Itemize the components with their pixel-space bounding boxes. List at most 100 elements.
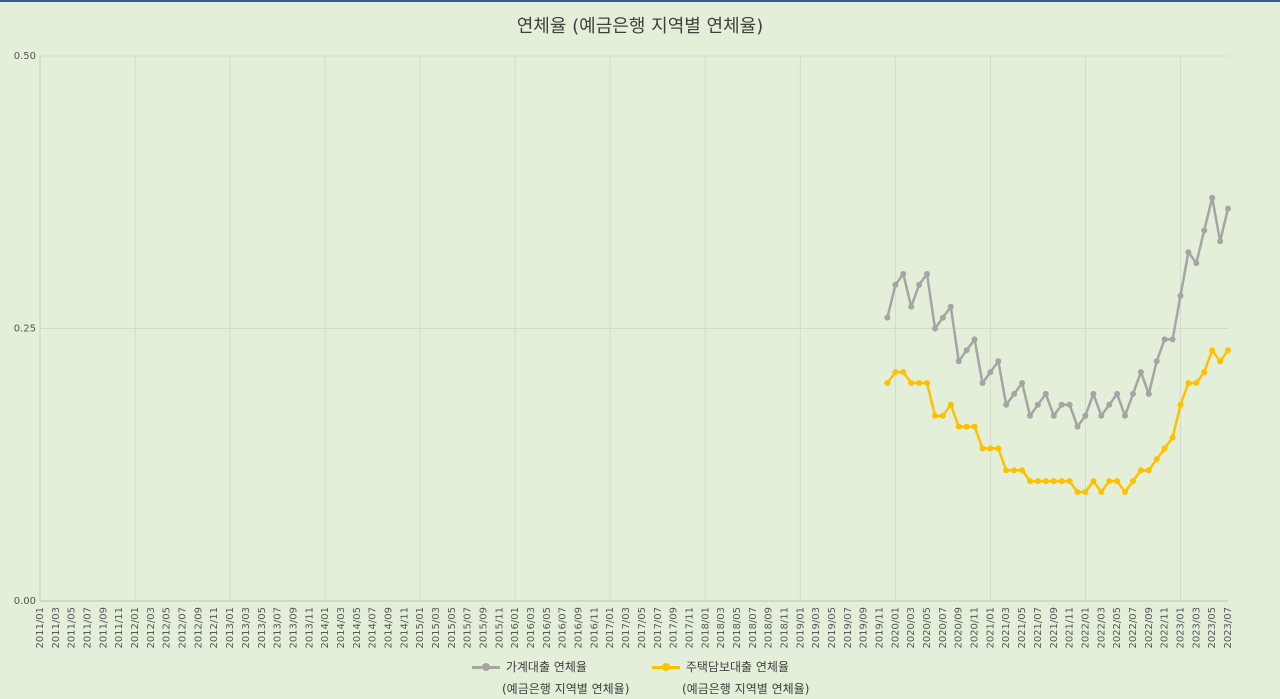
x-tick-label: 2015/07 [463,607,474,649]
x-tick-label: 2011/09 [98,607,109,649]
data-point [995,358,1002,365]
series-line-1 [886,349,1230,494]
x-tick-label: 2013/05 [257,607,268,649]
data-point [1114,390,1121,397]
data-point [1027,412,1033,419]
data-point [924,271,930,277]
data-point [1027,478,1033,485]
data-point [1034,401,1041,408]
y-tick-label: 0.25 [14,324,36,335]
y-tick-label: 0.50 [14,51,36,62]
line-chart: 0.00 0.25 0.50 2011/01 2011/03 2011/05 2011/07… [14,51,1234,649]
x-tick-label: 2015/01 [415,607,426,649]
x-tick-label: 2019/11 [875,607,886,649]
data-point [1011,467,1018,474]
x-tick-label: 2017/01 [605,607,616,649]
data-point [1217,238,1224,245]
data-point [1217,358,1224,365]
data-point [1209,194,1216,201]
data-point [1011,390,1018,397]
x-tick-label: 2013/03 [241,607,252,649]
data-point [892,369,899,376]
data-point [1122,412,1128,419]
x-tick-label: 2022/07 [1128,607,1139,649]
legend-item-household: 가계대출 연체율 [472,658,587,675]
data-point [884,380,891,386]
x-tick-label: 2020/05 [922,607,933,649]
data-point [1090,478,1097,485]
x-tick-label: 2016/05 [542,607,553,649]
data-point [1201,369,1208,376]
x-tick-label: 2016/03 [526,607,537,649]
data-point [1042,478,1049,485]
x-tick-label: 2018/11 [779,607,790,649]
x-tick-label: 2019/07 [843,607,854,649]
data-point [1074,423,1081,430]
data-point [916,380,923,386]
data-point [1066,478,1073,485]
data-point [1177,401,1184,408]
x-tick-label: 2017/11 [684,607,695,649]
x-tick-label: 2013/01 [225,607,236,649]
data-point [1042,390,1049,397]
series-line-0 [886,196,1230,428]
data-point [1058,401,1065,408]
x-tick-label: 2017/07 [653,607,664,649]
legend-marker-mortgage [652,663,680,671]
data-point [1003,467,1010,474]
data-point [1161,445,1168,452]
x-tick-label: 2020/11 [970,607,981,649]
x-tick-label: 2021/09 [1049,607,1060,649]
x-tick-label: 2022/11 [1160,607,1171,649]
data-point [1225,347,1231,354]
data-point [1090,390,1097,397]
x-tick-label: 2011/03 [51,607,62,649]
data-point [955,423,962,430]
data-point [908,380,915,386]
data-point [884,314,891,321]
x-tick-label: 2021/03 [1001,607,1012,649]
data-point [916,281,923,288]
x-tick-label: 2018/07 [748,607,759,649]
chart-title: 연체율 (예금은행 지역별 연체율) [516,16,764,37]
legend-item-mortgage: 주택담보대출 연체율 [652,658,789,675]
x-tick-label: 2019/01 [795,607,806,649]
x-tick-label: 2011/11 [114,607,125,649]
data-point [1050,412,1057,419]
x-tick-label: 2023/03 [1191,607,1202,649]
legend-label-household: 가계대출 연체율 [505,660,587,674]
x-tick-label: 2011/07 [83,607,94,649]
data-point [963,423,970,430]
x-tick-label: 2014/03 [336,607,347,649]
x-tick-label: 2017/03 [621,607,632,649]
data-point [1145,390,1152,397]
x-tick-label: 2013/07 [273,607,284,649]
top-border [0,0,1280,2]
x-tick-label: 2016/09 [574,607,585,649]
x-tick-label: 2012/07 [178,607,189,649]
data-point [979,380,986,386]
data-point [1185,249,1192,256]
data-point [955,358,962,365]
x-tick-label: 2020/01 [890,607,901,649]
legend-label-mortgage: 주택담보대출 연체율 [685,660,790,674]
x-tick-label: 2018/01 [700,607,711,649]
x-tick-label: 2015/03 [431,607,442,649]
x-tick-label: 2012/03 [146,607,157,649]
data-point [987,445,994,452]
data-point [947,401,954,408]
x-tick-label: 2012/01 [130,607,141,649]
data-point [1082,489,1089,495]
x-tick-label: 2015/05 [447,607,458,649]
x-tick-label: 2019/05 [827,607,838,649]
x-tick-label: 2017/05 [637,607,648,649]
data-point [1106,401,1113,408]
x-tick-label: 2011/05 [67,607,78,649]
x-tick-label: 2014/01 [320,607,331,649]
data-point [1193,380,1200,386]
data-point [1098,412,1105,419]
data-point [1003,401,1010,408]
data-point [1122,489,1128,495]
data-point [1177,292,1184,299]
data-point [979,445,986,452]
